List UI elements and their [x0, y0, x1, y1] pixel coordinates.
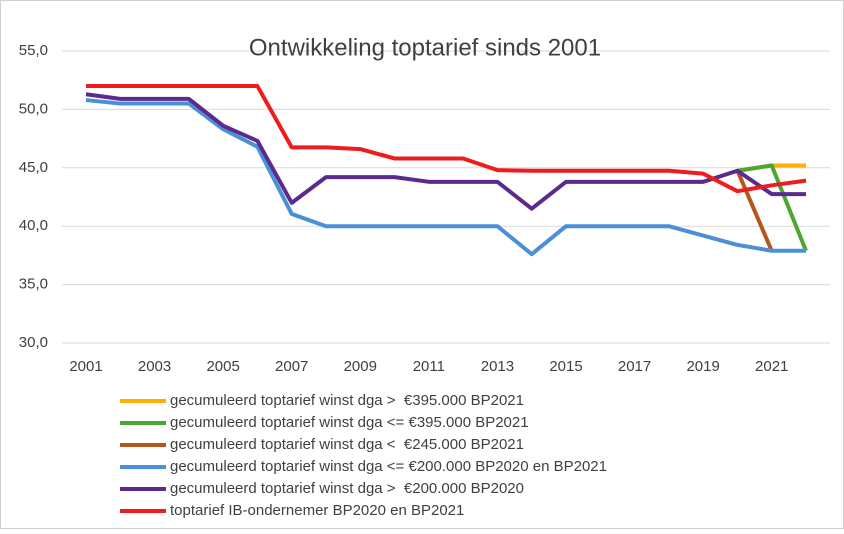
x-tick-label: 2013	[481, 358, 514, 375]
y-tick-label: 50,0	[19, 100, 48, 117]
x-tick-label: 2021	[755, 358, 788, 375]
legend-label: toptarief IB-ondernemer BP2020 en BP2021	[170, 502, 464, 519]
x-tick-label: 2015	[549, 358, 582, 375]
y-tick-label: 45,0	[19, 159, 48, 176]
series-line	[85, 92, 806, 211]
legend-label: gecumuleerd toptarief winst dga <= €200.…	[170, 458, 607, 475]
y-tick-label: 40,0	[19, 217, 48, 234]
x-tick-label: 2007	[275, 358, 308, 375]
series-line	[85, 98, 806, 257]
x-tick-label: 2019	[686, 358, 719, 375]
x-tick-label: 2003	[138, 358, 171, 375]
x-tick-label: 2017	[618, 358, 651, 375]
legend-label: gecumuleerd toptarief winst dga > €200.0…	[170, 480, 524, 497]
x-tick-label: 2009	[344, 358, 377, 375]
legend-label: gecumuleerd toptarief winst dga < €245.0…	[170, 436, 524, 453]
series-line	[735, 169, 774, 252]
series-line	[737, 163, 808, 252]
series-line	[86, 84, 807, 194]
y-tick-label: 30,0	[19, 334, 48, 351]
legend-label: gecumuleerd toptarief winst dga <= €395.…	[170, 414, 529, 431]
x-tick-label: 2005	[206, 358, 239, 375]
legend-label: gecumuleerd toptarief winst dga > €395.0…	[170, 392, 524, 409]
x-tick-label: 2011	[413, 358, 445, 375]
chart-title: Ontwikkeling toptarief sinds 2001	[249, 34, 601, 61]
y-tick-label: 55,0	[19, 42, 48, 59]
x-tick-label: 2001	[69, 358, 102, 375]
y-tick-label: 35,0	[19, 276, 48, 293]
